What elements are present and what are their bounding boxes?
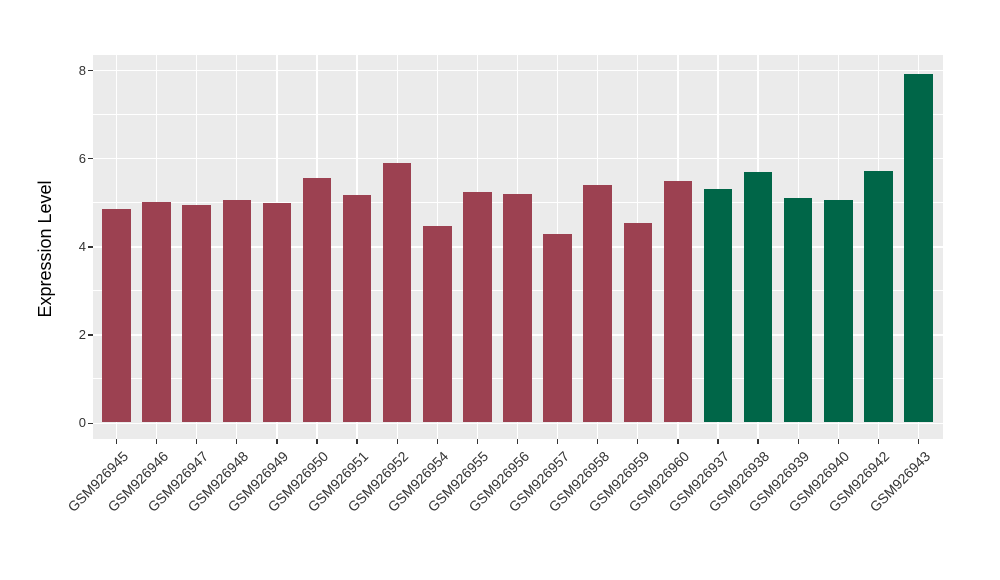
bar [503, 194, 532, 423]
x-axis-tick [717, 439, 719, 444]
bar [743, 172, 773, 423]
x-axis-tick [677, 439, 679, 444]
bar [142, 202, 171, 423]
bar [663, 181, 693, 423]
x-axis-tick [236, 439, 238, 444]
bar [864, 171, 893, 423]
x-axis-tick [356, 439, 358, 444]
y-axis-tick [88, 70, 93, 72]
bar [783, 197, 813, 423]
y-axis-tick-label: 0 [78, 415, 86, 430]
x-axis-tick [396, 439, 398, 444]
bar [262, 203, 292, 423]
bar [423, 226, 452, 423]
x-axis-tick [516, 439, 519, 444]
x-axis-tick [316, 439, 318, 444]
y-axis-tick [88, 422, 93, 424]
x-axis-tick [877, 439, 880, 444]
bar [222, 199, 252, 423]
bar [623, 223, 653, 423]
bar [302, 177, 332, 423]
x-axis-tick [637, 439, 639, 444]
bar [102, 208, 131, 423]
x-axis-tick [757, 439, 759, 444]
bar [824, 199, 853, 423]
bar [703, 188, 733, 423]
x-axis-tick [556, 439, 559, 444]
x-axis-tick [115, 439, 118, 444]
x-axis-tick [917, 439, 920, 444]
bar [182, 205, 211, 423]
y-axis-tick-label: 4 [78, 238, 86, 254]
plot-panel [93, 55, 943, 439]
y-axis-tick-label: 6 [78, 150, 86, 166]
y-axis-tick [88, 158, 93, 160]
x-axis-tick [837, 439, 839, 444]
x-axis-tick [155, 439, 158, 444]
bar [382, 162, 412, 423]
y-axis-tick [88, 334, 93, 336]
y-axis-tick-label: 8 [78, 62, 86, 78]
bar [583, 184, 612, 423]
bar [543, 233, 572, 423]
x-axis-tick [597, 439, 599, 444]
y-axis-tick-label: 2 [78, 326, 86, 342]
x-axis-tick [476, 439, 479, 444]
x-axis-tick [436, 439, 438, 444]
x-axis-tick [196, 439, 198, 444]
x-axis-tick [276, 439, 278, 444]
x-axis-tick [797, 439, 799, 444]
bar [904, 73, 933, 423]
bar [463, 192, 492, 423]
y-axis-tick [88, 246, 93, 248]
bar [342, 194, 372, 423]
